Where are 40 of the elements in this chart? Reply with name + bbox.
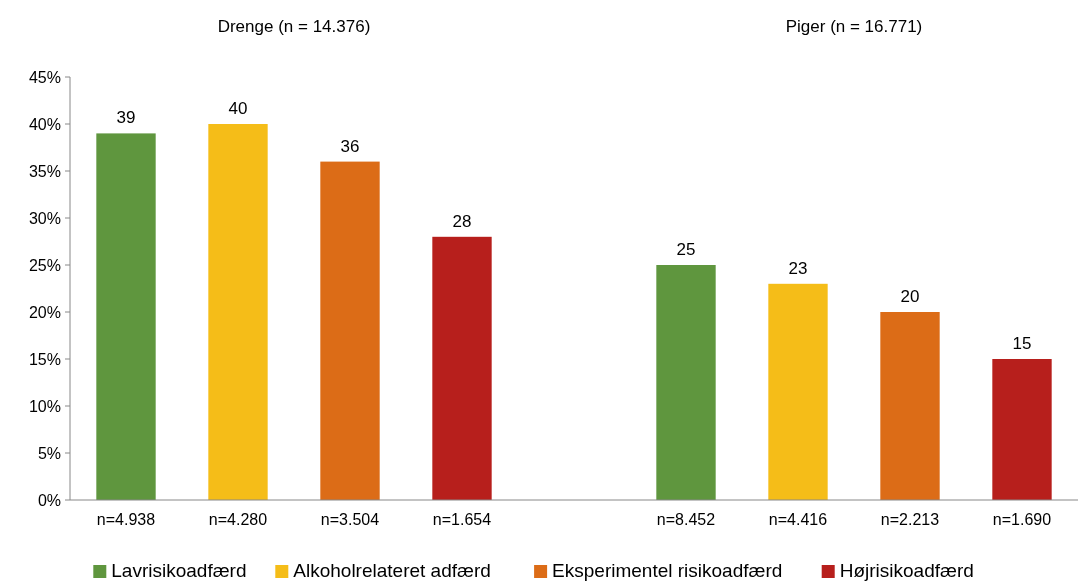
- bar: [96, 133, 156, 500]
- y-tick-label: 0%: [37, 491, 61, 509]
- y-tick-label: 5%: [37, 444, 61, 462]
- x-tick-label: n=1.690: [992, 511, 1052, 528]
- x-tick-label: n=4.416: [768, 511, 828, 528]
- y-tick-label: 15%: [28, 350, 61, 368]
- x-tick-label: n=8.452: [656, 511, 716, 528]
- bar: [432, 236, 492, 500]
- bar: [208, 124, 268, 500]
- data-label: 25: [676, 240, 696, 259]
- bar: [656, 265, 716, 500]
- y-tick-label: 20%: [28, 303, 61, 321]
- y-tick-label: 45%: [28, 68, 61, 86]
- data-label: 39: [116, 108, 136, 128]
- data-label: 40: [228, 99, 248, 118]
- x-tick-label: n=3.504: [320, 511, 380, 528]
- y-tick-label: 10%: [28, 397, 61, 415]
- legend-label: Eksperimentel risikoadfærd: [552, 560, 783, 581]
- y-tick-label: 30%: [28, 209, 61, 227]
- y-tick-label: 25%: [28, 256, 61, 274]
- x-tick-label: n=4.280: [208, 511, 268, 528]
- x-tick-label: n=1.654: [432, 511, 492, 528]
- bar: [320, 161, 380, 500]
- legend-label: Alkoholrelateret adfærd: [293, 560, 491, 581]
- y-tick-label: 40%: [28, 115, 61, 133]
- legend-label: Lavrisikoadfærd: [111, 560, 247, 581]
- legend-label: Højrisikoadfærd: [839, 560, 974, 581]
- data-label: 15: [1012, 334, 1032, 353]
- x-tick-label: n=4.938: [96, 511, 156, 528]
- data-label: 36: [340, 136, 360, 156]
- bar: [992, 359, 1052, 500]
- text: Drenge (n = 14.376): [217, 17, 371, 36]
- bar: [880, 312, 940, 500]
- data-label: 28: [452, 211, 472, 231]
- data-label: 23: [788, 258, 808, 278]
- bar: [768, 283, 828, 500]
- y-tick-label: 35%: [28, 162, 61, 180]
- data-label: 20: [900, 287, 920, 306]
- x-tick-label: n=2.213: [880, 511, 940, 528]
- text: Piger (n = 16.771): [785, 17, 923, 36]
